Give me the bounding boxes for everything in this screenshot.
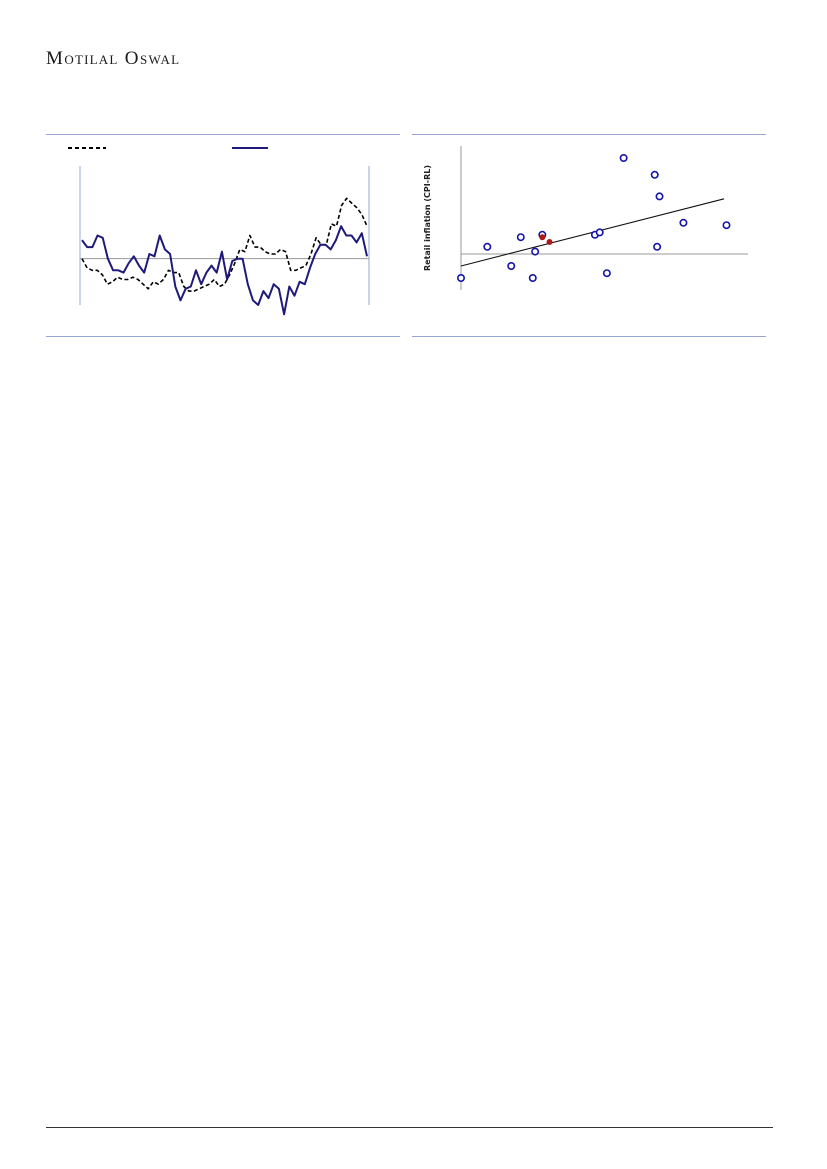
series-line-dashed <box>81 197 368 292</box>
chart-top-rule-right <box>412 134 766 135</box>
scatter-point <box>650 170 659 179</box>
scatter-point <box>619 154 628 163</box>
scatter-point <box>507 262 516 271</box>
scatter-point <box>722 221 731 230</box>
scatter-point <box>483 242 492 251</box>
brand-logo: MOTILAL OSWAL <box>46 48 180 70</box>
scatter-point <box>528 274 537 283</box>
series-line-solid <box>81 225 368 316</box>
scatter-point <box>595 228 604 237</box>
scatter-point <box>655 192 664 201</box>
scatter-point <box>653 242 662 251</box>
y-axis-label: Retail inflation (CPI-RL) <box>423 165 432 271</box>
brand-text: SWAL <box>140 52 181 67</box>
brand-letter: M <box>46 48 65 69</box>
scatter-point <box>516 233 525 242</box>
footer-rule <box>46 1127 773 1128</box>
brand-letter: O <box>124 48 141 69</box>
chart-bottom-rule-left <box>46 336 400 337</box>
scatter-point <box>602 269 611 278</box>
line-chart <box>68 147 370 316</box>
scatter-point-highlight <box>539 234 546 241</box>
scatter-chart: Retail inflation (CPI-RL) <box>423 146 748 290</box>
scatter-point <box>456 274 465 283</box>
chart-top-rule-left <box>46 134 400 135</box>
scatter-point-highlight <box>546 239 553 245</box>
scatter-point <box>679 218 688 227</box>
scatter-point <box>531 247 540 256</box>
chart-bottom-rule-right <box>412 336 766 337</box>
brand-text: OTILAL <box>64 52 119 67</box>
